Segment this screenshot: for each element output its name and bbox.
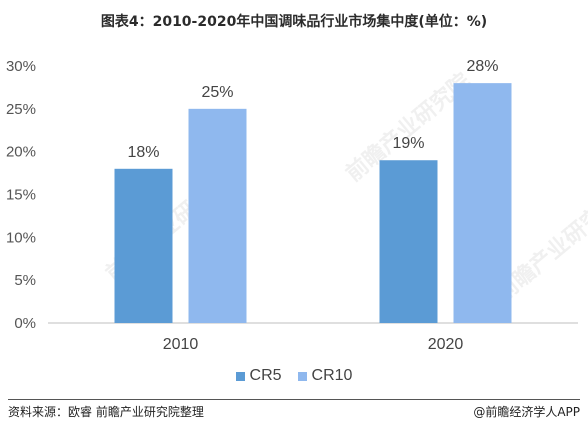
source-note: 资料来源：欧睿 前瞻产业研究院整理 <box>8 405 204 419</box>
legend-label: CR5 <box>249 367 282 384</box>
bar-cr10-2010 <box>188 108 247 323</box>
data-label: 18% <box>127 144 159 161</box>
bar-chart: 0% 5% 10% 15% 20% 25% 30% 18% 25% 2010 19% 28% 2020 <box>6 58 578 353</box>
legend-item-cr5: CR5 <box>235 367 282 385</box>
bar-cr5-2010 <box>114 168 173 323</box>
y-tick-label: 10% <box>6 229 36 246</box>
bar-cr10-2020 <box>453 83 512 323</box>
legend-swatch <box>297 371 307 381</box>
data-label: 25% <box>201 84 233 101</box>
data-label: 19% <box>392 135 424 152</box>
y-tick-label: 15% <box>6 187 36 204</box>
y-tick-label: 25% <box>6 101 36 118</box>
bar-cr5-2020 <box>379 160 438 323</box>
legend-label: CR10 <box>311 367 353 384</box>
y-tick-label: 0% <box>14 315 36 332</box>
legend-swatch <box>235 371 245 381</box>
y-tick-label: 5% <box>14 272 36 289</box>
brand-credit: @前瞻经济学人APP <box>473 405 580 419</box>
chart-title: 图表4：2010-2020年中国调味品行业市场集中度(单位：%) <box>100 14 488 30</box>
footer-divider <box>8 399 580 400</box>
y-tick-label: 30% <box>6 58 36 75</box>
data-label: 28% <box>466 58 498 75</box>
legend: CR5 CR10 <box>0 367 588 385</box>
legend-item-cr10: CR10 <box>297 367 353 385</box>
y-tick-label: 20% <box>6 144 36 161</box>
x-tick-label: 2020 <box>428 336 464 353</box>
x-tick-label: 2010 <box>163 336 199 353</box>
